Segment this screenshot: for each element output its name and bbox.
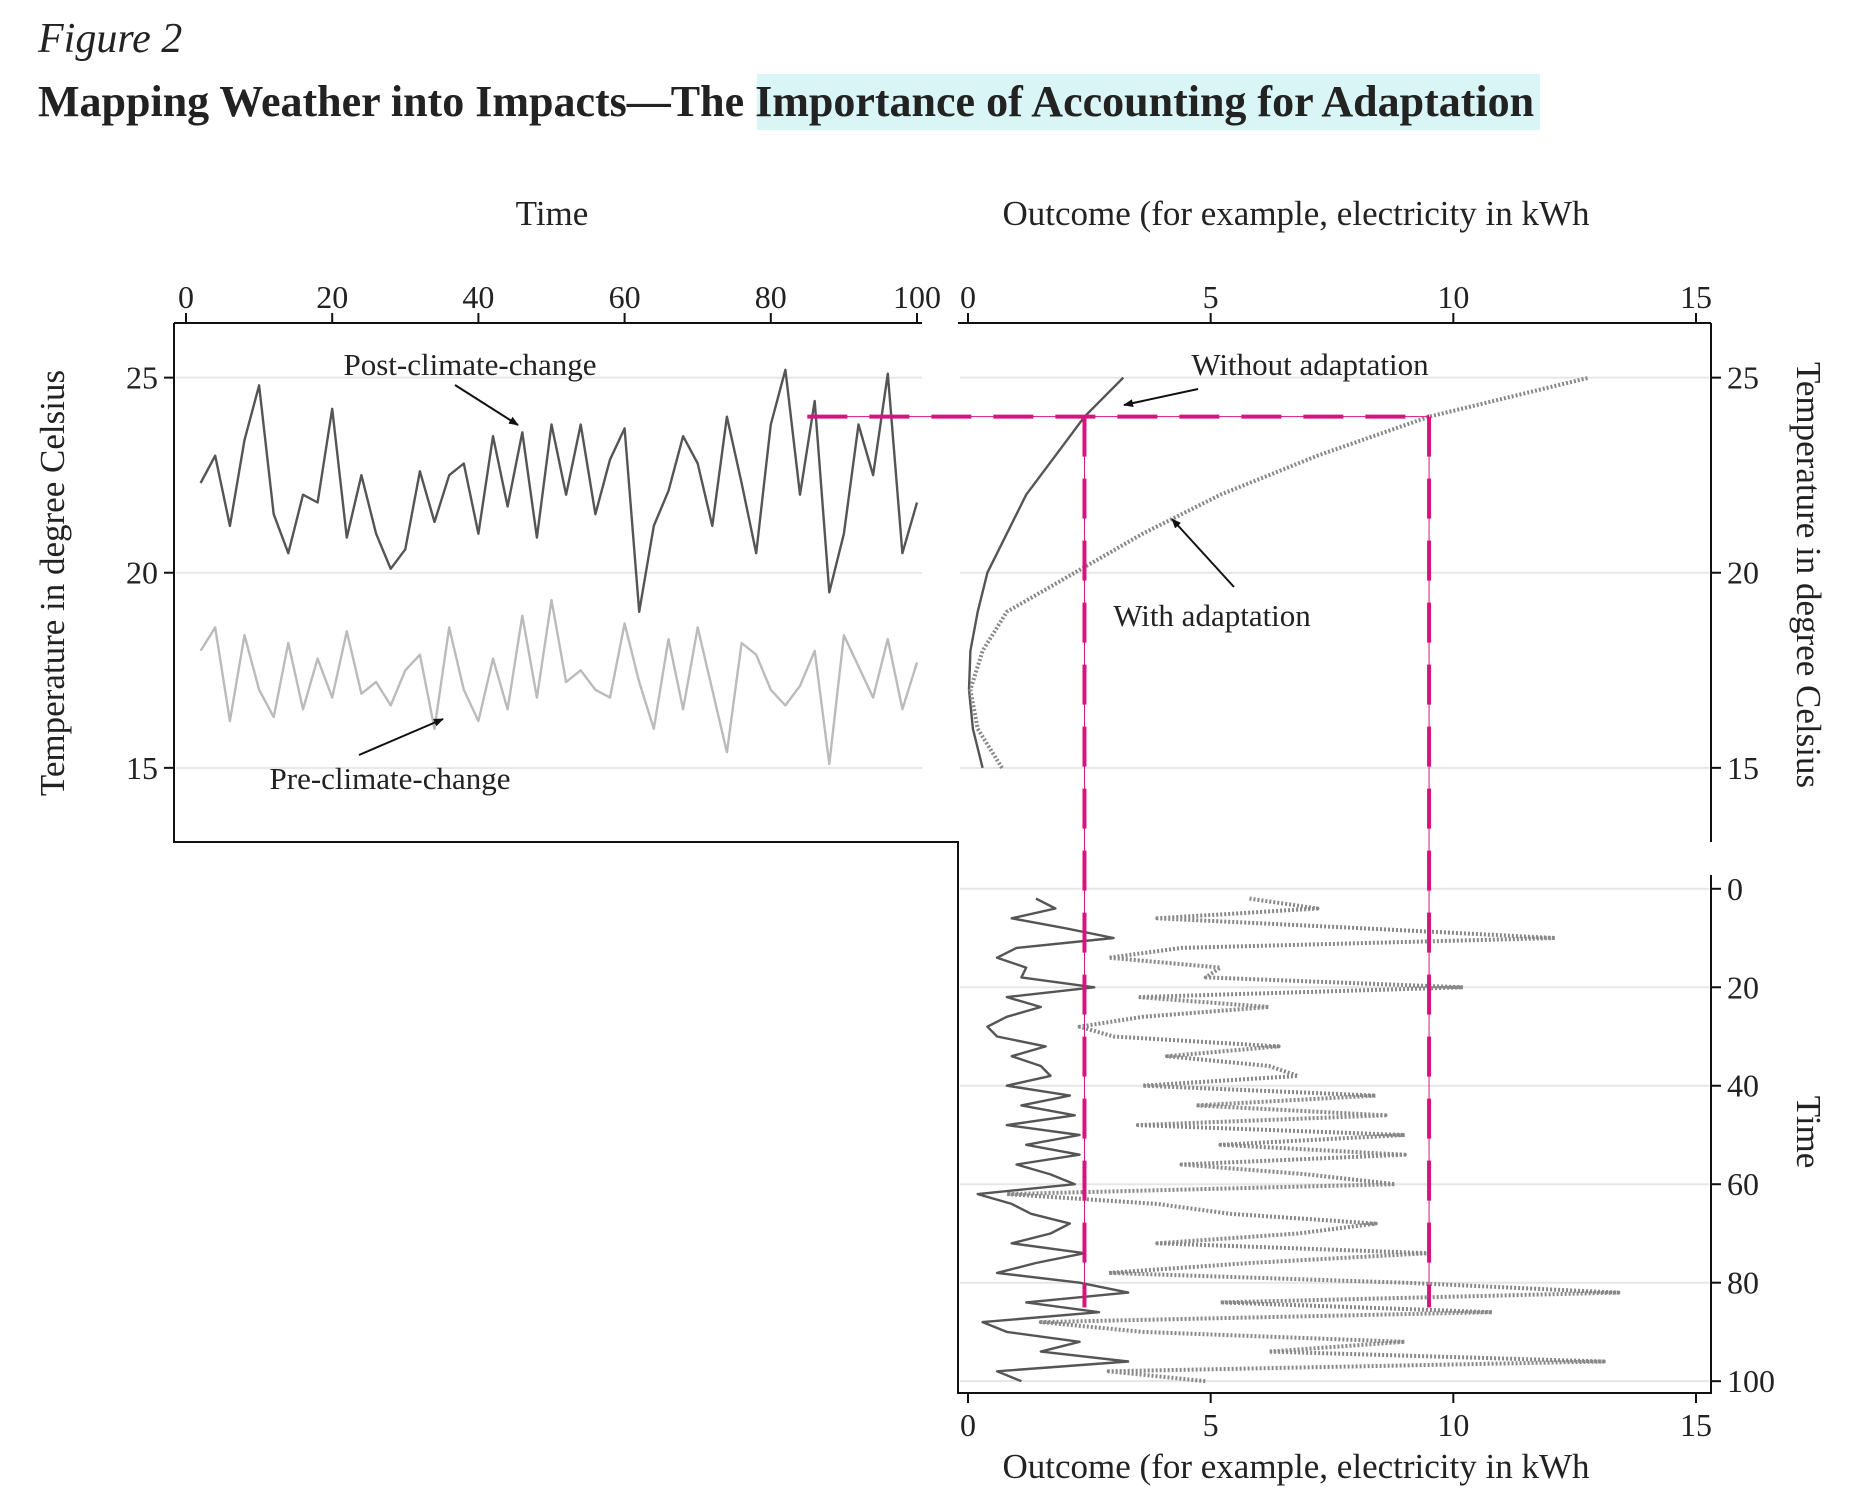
x-tick-label: 20 bbox=[316, 279, 348, 315]
annotation: Without adaptation bbox=[1191, 347, 1429, 382]
y-tick-label: 0 bbox=[1727, 871, 1743, 907]
annotation: Post-climate-change bbox=[343, 347, 596, 382]
x-tick-label: 10 bbox=[1437, 1407, 1469, 1443]
x-tick-label: 0 bbox=[960, 279, 976, 315]
series-line bbox=[199, 598, 919, 766]
y-tick-label: 20 bbox=[1727, 969, 1759, 1005]
axis-frame bbox=[173, 323, 1712, 1394]
y-tick-label: 15 bbox=[126, 750, 158, 786]
figure-title: Mapping Weather into Impacts—The Importa… bbox=[38, 77, 1534, 126]
y-tick-label: 60 bbox=[1727, 1166, 1759, 1202]
y-axis-title: Temperature in degree Celsius bbox=[33, 370, 72, 796]
annotation: With adaptation bbox=[1113, 598, 1311, 633]
x-tick-label: 10 bbox=[1437, 279, 1469, 315]
x-tick-label: 80 bbox=[755, 279, 787, 315]
x-tick-label: 15 bbox=[1680, 1407, 1712, 1443]
x-tick-label: 0 bbox=[960, 1407, 976, 1443]
x-axis-title: Time bbox=[516, 194, 589, 233]
y-tick-label: 15 bbox=[1727, 750, 1759, 786]
x-tick-label: 5 bbox=[1203, 1407, 1219, 1443]
x-tick-label: 60 bbox=[609, 279, 641, 315]
annotation-arrow bbox=[1171, 518, 1235, 588]
x-tick-label: 5 bbox=[1203, 279, 1219, 315]
response-curve bbox=[968, 375, 1590, 769]
x-tick-label: 0 bbox=[178, 279, 194, 315]
y-tick-label: 100 bbox=[1727, 1363, 1775, 1399]
figure-label: Figure 2 bbox=[37, 16, 182, 62]
title-highlight bbox=[757, 74, 1541, 130]
annotation: Pre-climate-change bbox=[270, 761, 511, 796]
x-axis-title: Outcome (for example, electricity in kWh bbox=[1003, 1447, 1590, 1486]
x-tick-label: 100 bbox=[893, 279, 941, 315]
annotation-arrow bbox=[454, 384, 519, 426]
x-tick-label: 40 bbox=[462, 279, 494, 315]
x-tick-label: 15 bbox=[1680, 279, 1712, 315]
outcome-line bbox=[1004, 896, 1621, 1384]
y-tick-label: 25 bbox=[126, 360, 158, 396]
annotation-arrow bbox=[1123, 388, 1199, 408]
y-axis-title: Time bbox=[1789, 1096, 1828, 1169]
y-tick-label: 40 bbox=[1727, 1068, 1759, 1104]
outcome-line bbox=[976, 897, 1130, 1383]
y-axis-title: Temperature in degree Celsius bbox=[1789, 362, 1828, 788]
axes bbox=[173, 322, 1712, 1394]
annotation-arrow bbox=[358, 718, 444, 756]
y-tick-label: 20 bbox=[126, 555, 158, 591]
plot-area: 0 20 40 60 80 100 0 5 10 15 0 5 10 15 15 20 25 15 20 25 0 20 4… bbox=[126, 279, 1775, 1443]
y-tick-label: 20 bbox=[1727, 555, 1759, 591]
y-tick-label: 80 bbox=[1727, 1265, 1759, 1301]
x-axis-title: Outcome (for example, electricity in kWh bbox=[1003, 194, 1590, 233]
y-tick-label: 25 bbox=[1727, 360, 1759, 396]
series-line bbox=[199, 368, 919, 613]
response-curve bbox=[967, 376, 1125, 769]
